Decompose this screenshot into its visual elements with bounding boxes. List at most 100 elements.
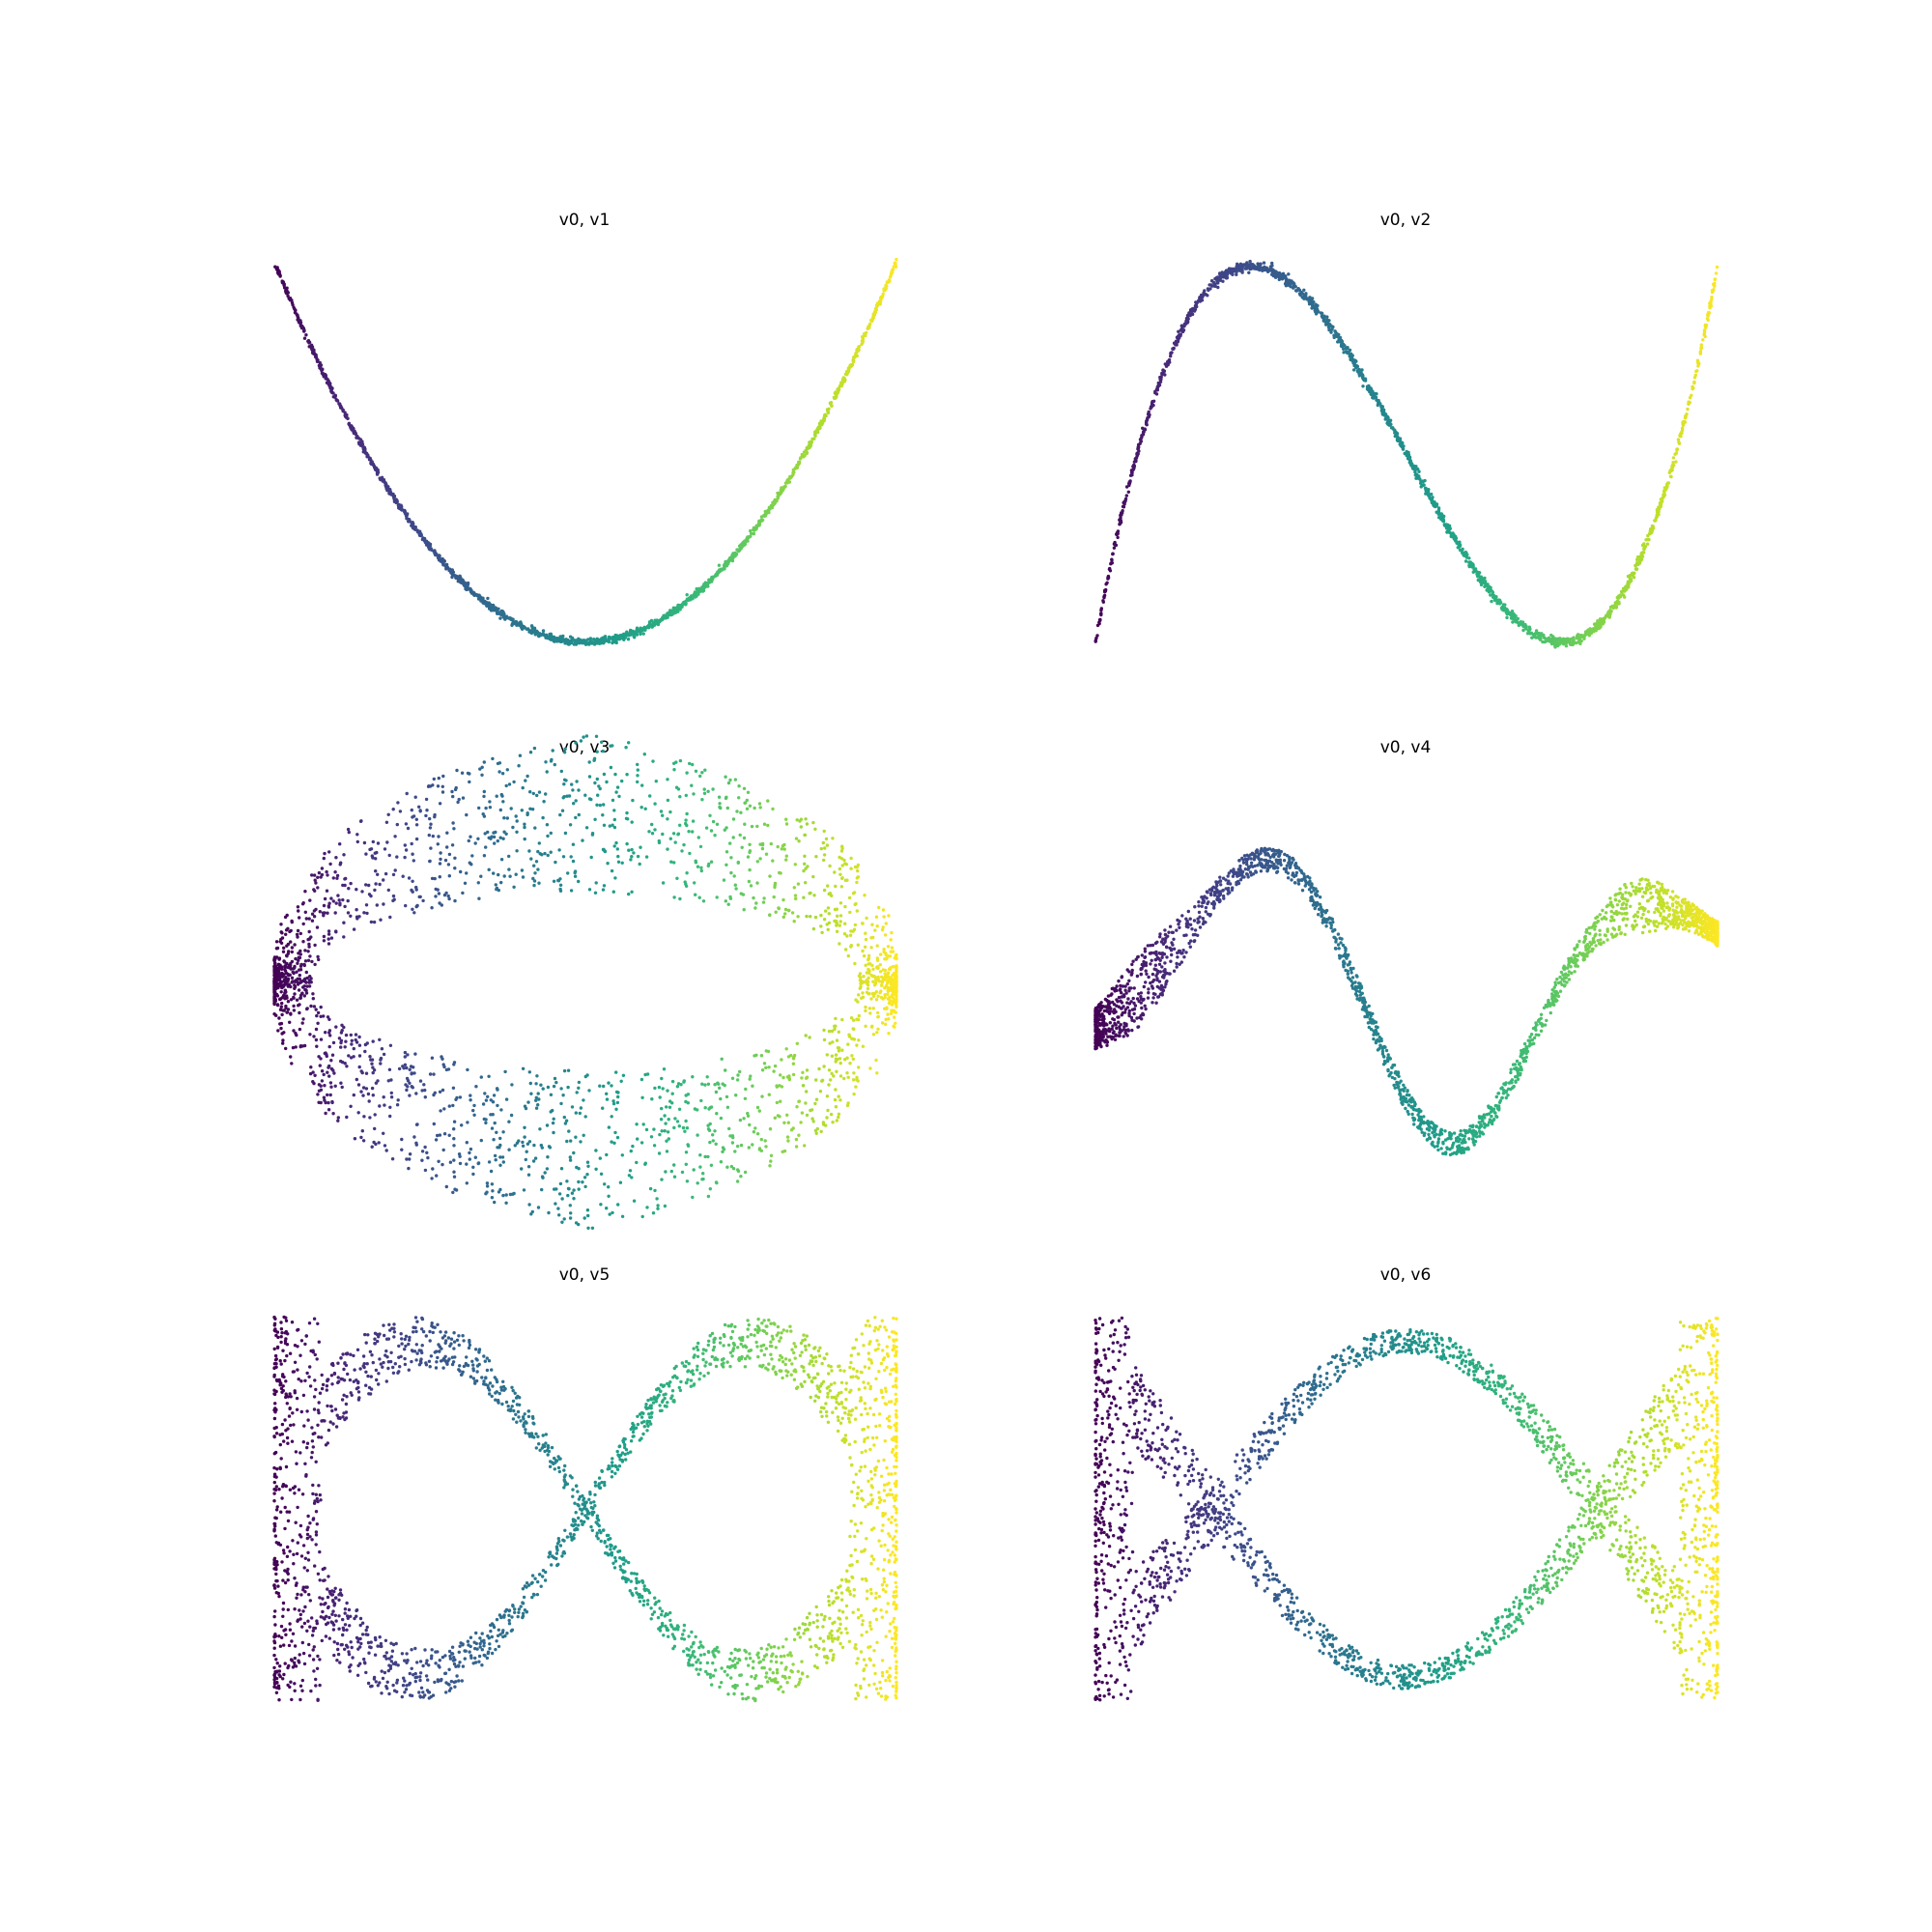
scatter-point xyxy=(682,842,686,847)
scatter-point xyxy=(694,859,697,863)
scatter-point xyxy=(649,618,654,623)
scatter-point xyxy=(878,963,882,967)
scatter-point xyxy=(382,1052,386,1057)
scatter-point xyxy=(290,298,294,302)
scatter-point xyxy=(1293,289,1298,293)
scatter-point xyxy=(286,1000,291,1004)
scatter-point xyxy=(620,1153,624,1157)
scatter-point xyxy=(355,833,359,837)
scatter-point xyxy=(796,915,800,919)
scatter-point xyxy=(1589,628,1594,632)
scatter-point xyxy=(1416,476,1420,480)
scatter-point xyxy=(527,1203,531,1207)
scatter-point xyxy=(411,852,414,856)
scatter-point xyxy=(887,1032,891,1036)
scatter-point xyxy=(838,1074,843,1078)
scatter-point xyxy=(614,635,619,639)
scatter-point xyxy=(432,1072,436,1076)
scatter-point xyxy=(331,899,335,903)
scatter-point xyxy=(573,639,577,643)
scatter-point xyxy=(1378,402,1382,406)
scatter-point xyxy=(631,1144,635,1149)
scatter-point xyxy=(785,481,789,485)
scatter-point xyxy=(860,996,864,1000)
scatter-point xyxy=(360,890,364,894)
scatter-point xyxy=(395,1103,400,1107)
scatter-point xyxy=(890,930,894,935)
scatter-point xyxy=(366,1092,371,1096)
scatter-point xyxy=(455,1095,459,1100)
scatter-point xyxy=(581,838,584,842)
scatter-point xyxy=(593,781,597,785)
scatter-point xyxy=(487,867,491,871)
scatter-point xyxy=(355,839,359,844)
scatter-point xyxy=(764,511,768,516)
scatter-point xyxy=(1668,474,1673,478)
scatter-point xyxy=(784,1047,788,1051)
scatter-point xyxy=(1094,639,1097,643)
scatter-point xyxy=(752,527,755,532)
scatter-point xyxy=(772,1069,776,1073)
scatter-point xyxy=(705,1075,709,1079)
scatter-point xyxy=(735,1179,740,1183)
scatter-point xyxy=(861,991,865,995)
scatter-point xyxy=(1484,582,1488,586)
scatter-point xyxy=(630,890,634,894)
scatter-point xyxy=(630,1176,634,1179)
scatter-point xyxy=(540,1175,545,1179)
scatter-point xyxy=(427,784,431,788)
scatter-point xyxy=(374,1081,379,1085)
scatter-point xyxy=(613,876,617,880)
scatter-point xyxy=(1203,289,1207,293)
scatter-point xyxy=(359,1069,363,1073)
scatter-point xyxy=(680,849,684,853)
scatter-point xyxy=(317,957,321,962)
scatter-point xyxy=(674,785,679,789)
scatter-point xyxy=(407,1166,411,1171)
scatter-point xyxy=(750,824,754,829)
scatter-point xyxy=(431,834,435,838)
scatter-point xyxy=(424,540,428,545)
scatter-point xyxy=(302,328,306,333)
scatter-point xyxy=(1135,454,1139,458)
scatter-point xyxy=(1104,582,1108,586)
scatter-point xyxy=(281,1038,285,1042)
scatter-point xyxy=(579,638,582,642)
scatter-point xyxy=(295,932,299,937)
scatter-point xyxy=(691,819,696,823)
scatter-point xyxy=(1696,361,1700,365)
scatter-point xyxy=(300,1021,304,1025)
scatter-point xyxy=(871,967,875,971)
scatter-point xyxy=(1505,615,1509,620)
scatter-point xyxy=(578,1111,582,1116)
scatter-point xyxy=(486,596,490,601)
scatter-point xyxy=(338,863,342,867)
scatter-point xyxy=(746,855,751,859)
scatter-point xyxy=(308,1033,312,1037)
scatter-point xyxy=(1623,589,1627,593)
scatter-point xyxy=(838,867,842,871)
scatter-point xyxy=(350,425,355,429)
scatter-point xyxy=(452,1127,456,1131)
scatter-point xyxy=(370,1145,374,1149)
scatter-point xyxy=(466,1067,469,1072)
scatter-point xyxy=(414,823,419,827)
scatter-point xyxy=(734,1094,738,1097)
scatter-point xyxy=(1309,299,1314,303)
scatter-point xyxy=(804,817,808,821)
scatter-point xyxy=(1643,545,1647,549)
scatter-point xyxy=(1104,587,1108,592)
scatter-point xyxy=(843,948,848,952)
scatter-point xyxy=(822,1065,826,1068)
scatter-point xyxy=(532,883,536,888)
scatter-point xyxy=(858,972,863,976)
scatter-point xyxy=(849,944,853,948)
scatter-point xyxy=(749,528,753,533)
scatter-point xyxy=(310,912,315,916)
scatter-point xyxy=(696,836,700,839)
scatter-point xyxy=(839,885,843,889)
scatter-point xyxy=(748,804,753,808)
scatter-point xyxy=(665,1150,669,1153)
scatter-point xyxy=(748,842,752,846)
